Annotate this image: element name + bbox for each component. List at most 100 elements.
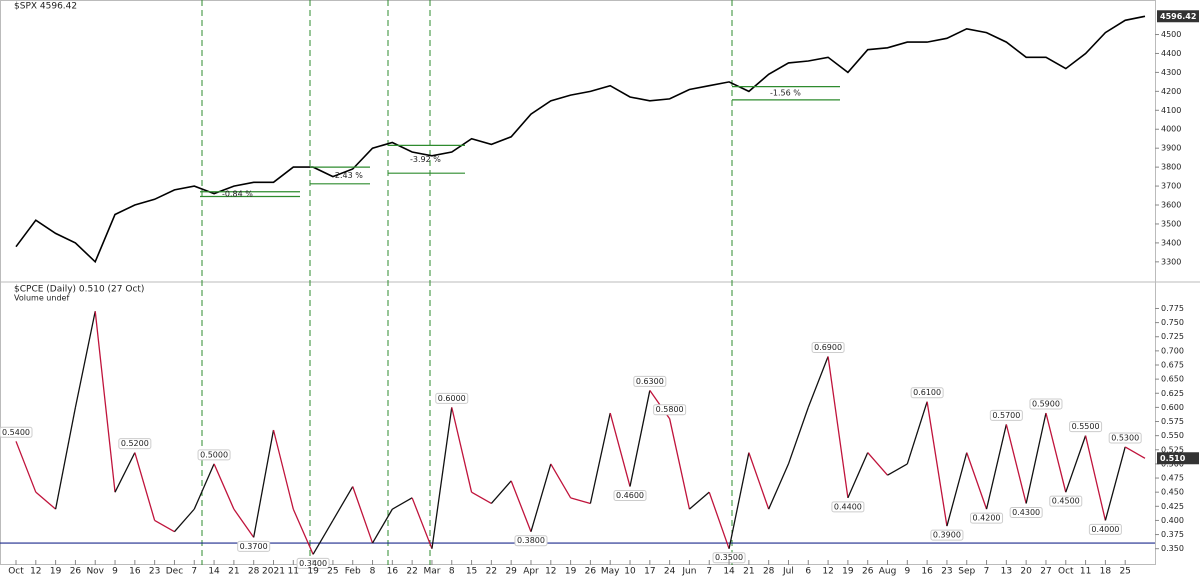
- ratio-segment: [154, 519, 175, 533]
- value-label-box: [0, 426, 33, 438]
- x-tick-label: 7: [191, 567, 197, 577]
- y-tick-label: 0.700: [1161, 346, 1184, 355]
- value-label-box: [831, 501, 865, 513]
- x-tick-label: 12: [822, 567, 833, 577]
- y-tick-label: 0.450: [1161, 488, 1184, 497]
- last-value-box: [1157, 452, 1199, 465]
- value-label-box: [970, 512, 1004, 524]
- last-value-box: [1157, 10, 1199, 23]
- ratio-segment: [867, 452, 888, 476]
- ratio-segment: [94, 311, 116, 493]
- ratio-segment: [530, 463, 552, 532]
- x-tick-label: Jul: [782, 567, 794, 577]
- x-tick-label: 20: [1020, 567, 1032, 577]
- cpce-subtitle: Volume undef: [14, 294, 69, 303]
- x-tick-label: 7: [706, 567, 712, 577]
- ratio-segment: [510, 480, 532, 532]
- value-label: 0.4000: [1091, 525, 1119, 534]
- y-tick-label: 0.600: [1161, 403, 1184, 412]
- x-tick-label: 23: [941, 567, 952, 577]
- ratio-segment: [35, 491, 57, 510]
- x-tick-label: Feb: [345, 567, 361, 577]
- x-tick-label: 25: [327, 567, 338, 577]
- value-label: 0.5500: [1072, 422, 1100, 431]
- ratio-segment: [906, 401, 928, 465]
- ratio-segment: [451, 407, 473, 493]
- value-label-box: [1069, 421, 1103, 433]
- x-tick-label: Nov: [86, 567, 104, 577]
- x-tick-label: 15: [466, 567, 477, 577]
- x-tick-label: 22: [486, 567, 497, 577]
- x-tick-label: 28: [248, 567, 260, 577]
- value-label: 0.3500: [715, 553, 743, 562]
- ratio-segment: [173, 508, 195, 533]
- ratio-segment: [411, 497, 433, 549]
- value-label: 0.5900: [1032, 400, 1060, 409]
- y-tick-label: 0.575: [1161, 417, 1184, 426]
- ratio-segment: [827, 356, 849, 498]
- y-tick-label: 0.675: [1161, 361, 1184, 370]
- y-tick-label: 3600: [1161, 201, 1181, 210]
- y-tick-label: 4400: [1161, 49, 1181, 58]
- x-tick-label: 14: [723, 567, 735, 577]
- ratio-segment: [787, 407, 809, 465]
- y-tick-label: 0.425: [1161, 502, 1184, 511]
- x-tick-label: Jun: [681, 567, 696, 577]
- ratio-segment: [708, 491, 730, 549]
- ratio-segment: [1084, 435, 1107, 521]
- ratio-segment: [471, 491, 492, 505]
- value-label-box: [811, 342, 845, 354]
- ratio-segment: [570, 497, 591, 505]
- x-tick-label: 16: [129, 567, 141, 577]
- drawdown-label: -3.92 %: [410, 155, 441, 164]
- y-tick-label: 0.625: [1161, 389, 1184, 398]
- ratio-segment: [490, 480, 512, 504]
- value-label-box: [613, 490, 647, 502]
- cpce-title: $CPCE (Daily) 0.510 (27 Oct): [14, 285, 144, 295]
- last-value-label: 0.510: [1160, 454, 1186, 463]
- value-label-box: [1029, 398, 1063, 410]
- ratio-segment: [609, 412, 631, 487]
- x-tick-label: 11: [1080, 567, 1091, 577]
- ratio-segment: [272, 429, 294, 510]
- x-tick-label: 18: [1100, 567, 1112, 577]
- ratio-segment: [946, 452, 968, 527]
- x-tick-label: 12: [545, 567, 556, 577]
- x-tick-label: 11: [288, 567, 299, 577]
- ratio-segment: [54, 407, 77, 510]
- x-tick-label: 21: [228, 567, 239, 577]
- y-tick-label: 4500: [1161, 30, 1181, 39]
- ratio-segment: [985, 424, 1007, 510]
- x-tick-label: 13: [1001, 567, 1012, 577]
- x-tick-label: 26: [70, 567, 82, 577]
- ratio-segment: [847, 452, 869, 499]
- ratio-segment: [668, 418, 691, 510]
- x-tick-label: 2021: [262, 567, 285, 577]
- value-label: 0.6000: [438, 394, 466, 403]
- value-label: 0.3700: [240, 542, 268, 551]
- x-tick-label: Mar: [423, 567, 440, 577]
- x-tick-label: 10: [624, 567, 636, 577]
- x-tick-label: 26: [862, 567, 874, 577]
- x-tick-label: 28: [763, 567, 775, 577]
- x-tick-label: Oct: [8, 567, 24, 577]
- drawdown-label: -2.43 %: [332, 171, 363, 180]
- x-tick-label: 19: [565, 567, 577, 577]
- ratio-segment: [352, 486, 374, 544]
- ratio-segment: [253, 429, 275, 538]
- x-tick-label: 19: [842, 567, 854, 577]
- y-tick-label: 3800: [1161, 163, 1181, 172]
- value-label-box: [197, 449, 231, 461]
- drawdown-label: -0.84 %: [222, 190, 253, 199]
- ratio-segment: [134, 452, 156, 521]
- last-value-label: 4596.42: [1160, 12, 1196, 21]
- x-tick-label: 16: [921, 567, 933, 577]
- value-label-box: [1108, 432, 1142, 444]
- ratio-segment: [74, 311, 96, 408]
- drawdown-label: -1.56 %: [770, 89, 801, 98]
- ratio-segment: [1124, 446, 1146, 459]
- x-tick-label: 8: [370, 567, 376, 577]
- ratio-segment: [292, 508, 314, 555]
- value-label-box: [633, 375, 667, 387]
- ratio-segment: [926, 401, 948, 527]
